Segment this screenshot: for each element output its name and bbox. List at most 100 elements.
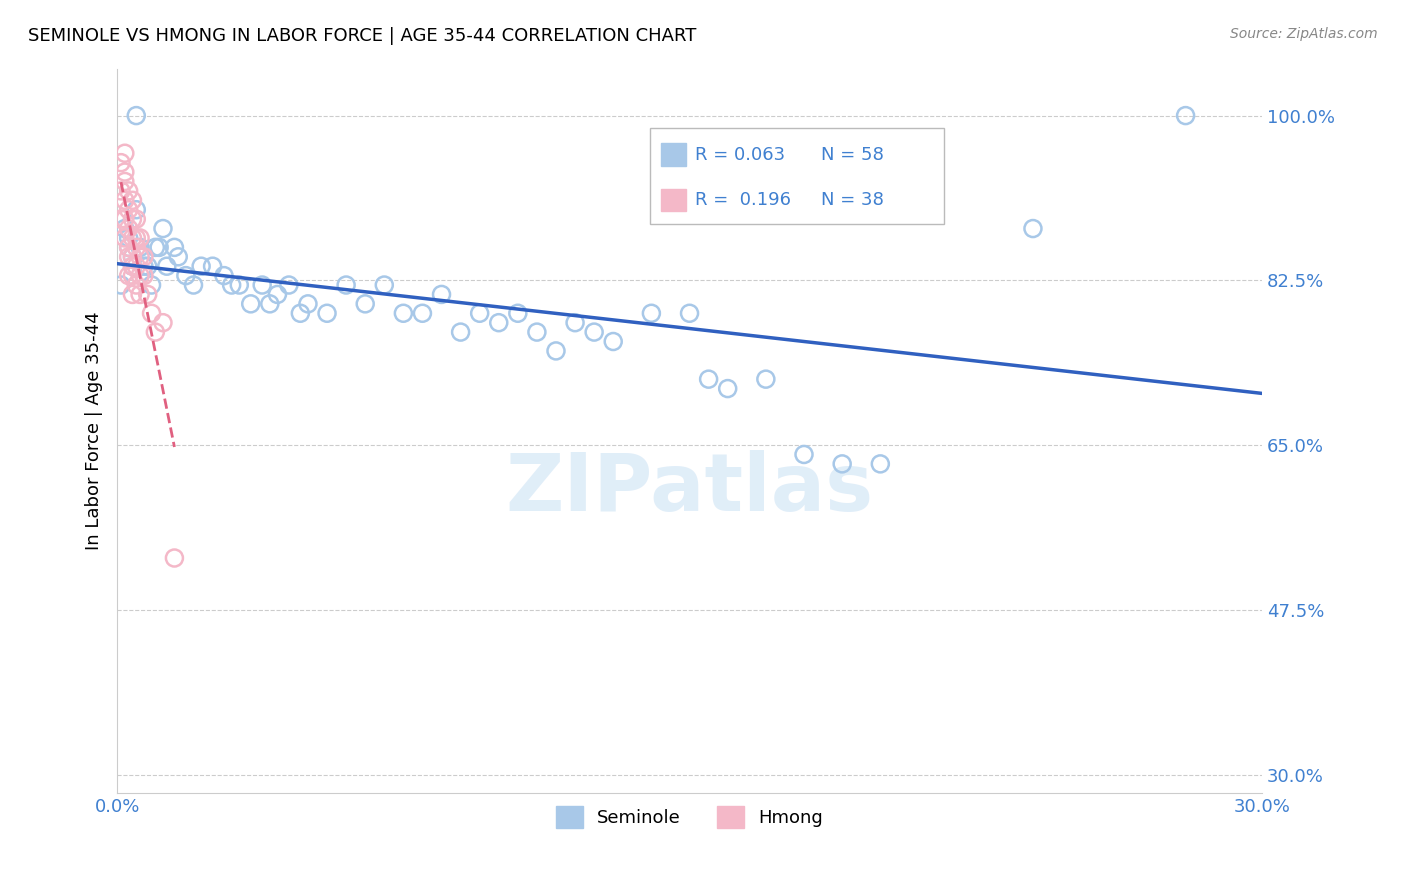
Point	[121, 212, 143, 227]
Point	[488, 316, 510, 330]
Point	[266, 287, 288, 301]
Point	[117, 202, 139, 217]
Point	[121, 259, 143, 273]
Point	[335, 278, 357, 293]
Point	[201, 259, 224, 273]
Point	[114, 165, 136, 179]
Point	[506, 306, 529, 320]
Text: N = 58: N = 58	[821, 145, 884, 163]
Point	[114, 231, 136, 245]
Point	[583, 325, 606, 339]
Point	[117, 221, 139, 235]
Point	[564, 316, 586, 330]
Point	[121, 268, 143, 283]
Point	[831, 457, 853, 471]
Point	[125, 240, 148, 254]
Point	[544, 343, 567, 358]
Point	[132, 268, 155, 283]
Point	[117, 250, 139, 264]
Point	[1022, 221, 1045, 235]
Point	[755, 372, 778, 386]
Point	[156, 259, 179, 273]
Point	[110, 155, 132, 169]
Point	[114, 221, 136, 235]
Point	[110, 212, 132, 227]
Point	[450, 325, 472, 339]
Point	[163, 551, 186, 566]
Point	[136, 287, 159, 301]
Point	[411, 306, 433, 320]
Text: SEMINOLE VS HMONG IN LABOR FORCE | AGE 35-44 CORRELATION CHART: SEMINOLE VS HMONG IN LABOR FORCE | AGE 3…	[28, 27, 696, 45]
Point	[697, 372, 720, 386]
Point	[125, 202, 148, 217]
Point	[190, 259, 212, 273]
Point	[117, 240, 139, 254]
Point	[141, 306, 163, 320]
Point	[125, 278, 148, 293]
Point	[117, 240, 139, 254]
Point	[167, 250, 190, 264]
Point	[183, 278, 205, 293]
Point	[132, 259, 155, 273]
Point	[110, 278, 132, 293]
Point	[121, 250, 143, 264]
Point	[152, 221, 174, 235]
Point	[117, 231, 139, 245]
Point	[132, 250, 155, 264]
Point	[125, 109, 148, 123]
Point	[121, 250, 143, 264]
Point	[136, 259, 159, 273]
Point	[148, 240, 170, 254]
Text: N = 38: N = 38	[821, 191, 884, 209]
Legend: Seminole, Hmong: Seminole, Hmong	[548, 798, 831, 835]
Point	[129, 231, 152, 245]
Point	[228, 278, 250, 293]
Point	[221, 278, 243, 293]
Point	[354, 297, 377, 311]
Point	[121, 231, 143, 245]
Point	[114, 146, 136, 161]
Y-axis label: In Labor Force | Age 35-44: In Labor Force | Age 35-44	[86, 311, 103, 550]
Point	[117, 268, 139, 283]
Point	[110, 184, 132, 198]
Point	[640, 306, 662, 320]
Point	[297, 297, 319, 311]
Point	[277, 278, 299, 293]
Point	[121, 194, 143, 208]
Text: Source: ZipAtlas.com: Source: ZipAtlas.com	[1230, 27, 1378, 41]
Point	[129, 240, 152, 254]
Point	[129, 250, 152, 264]
Point	[174, 268, 197, 283]
Text: ZIPatlas: ZIPatlas	[505, 450, 873, 528]
Point	[114, 174, 136, 188]
Point	[125, 259, 148, 273]
Point	[121, 287, 143, 301]
Point	[793, 447, 815, 461]
Point	[717, 382, 740, 396]
Point	[125, 231, 148, 245]
Point	[141, 278, 163, 293]
Point	[316, 306, 339, 320]
Point	[239, 297, 262, 311]
Point	[143, 325, 166, 339]
Point	[602, 334, 624, 349]
Point	[114, 212, 136, 227]
Text: R =  0.196: R = 0.196	[695, 191, 790, 209]
Point	[468, 306, 491, 320]
Point	[125, 212, 148, 227]
Point	[259, 297, 281, 311]
Point	[117, 184, 139, 198]
Point	[1174, 109, 1197, 123]
Point	[212, 268, 235, 283]
Point	[526, 325, 548, 339]
Point	[163, 240, 186, 254]
Point	[869, 457, 891, 471]
Point	[129, 268, 152, 283]
Point	[121, 259, 143, 273]
Point	[152, 316, 174, 330]
Point	[290, 306, 312, 320]
Point	[430, 287, 453, 301]
Point	[129, 287, 152, 301]
Point	[250, 278, 273, 293]
Point	[678, 306, 700, 320]
